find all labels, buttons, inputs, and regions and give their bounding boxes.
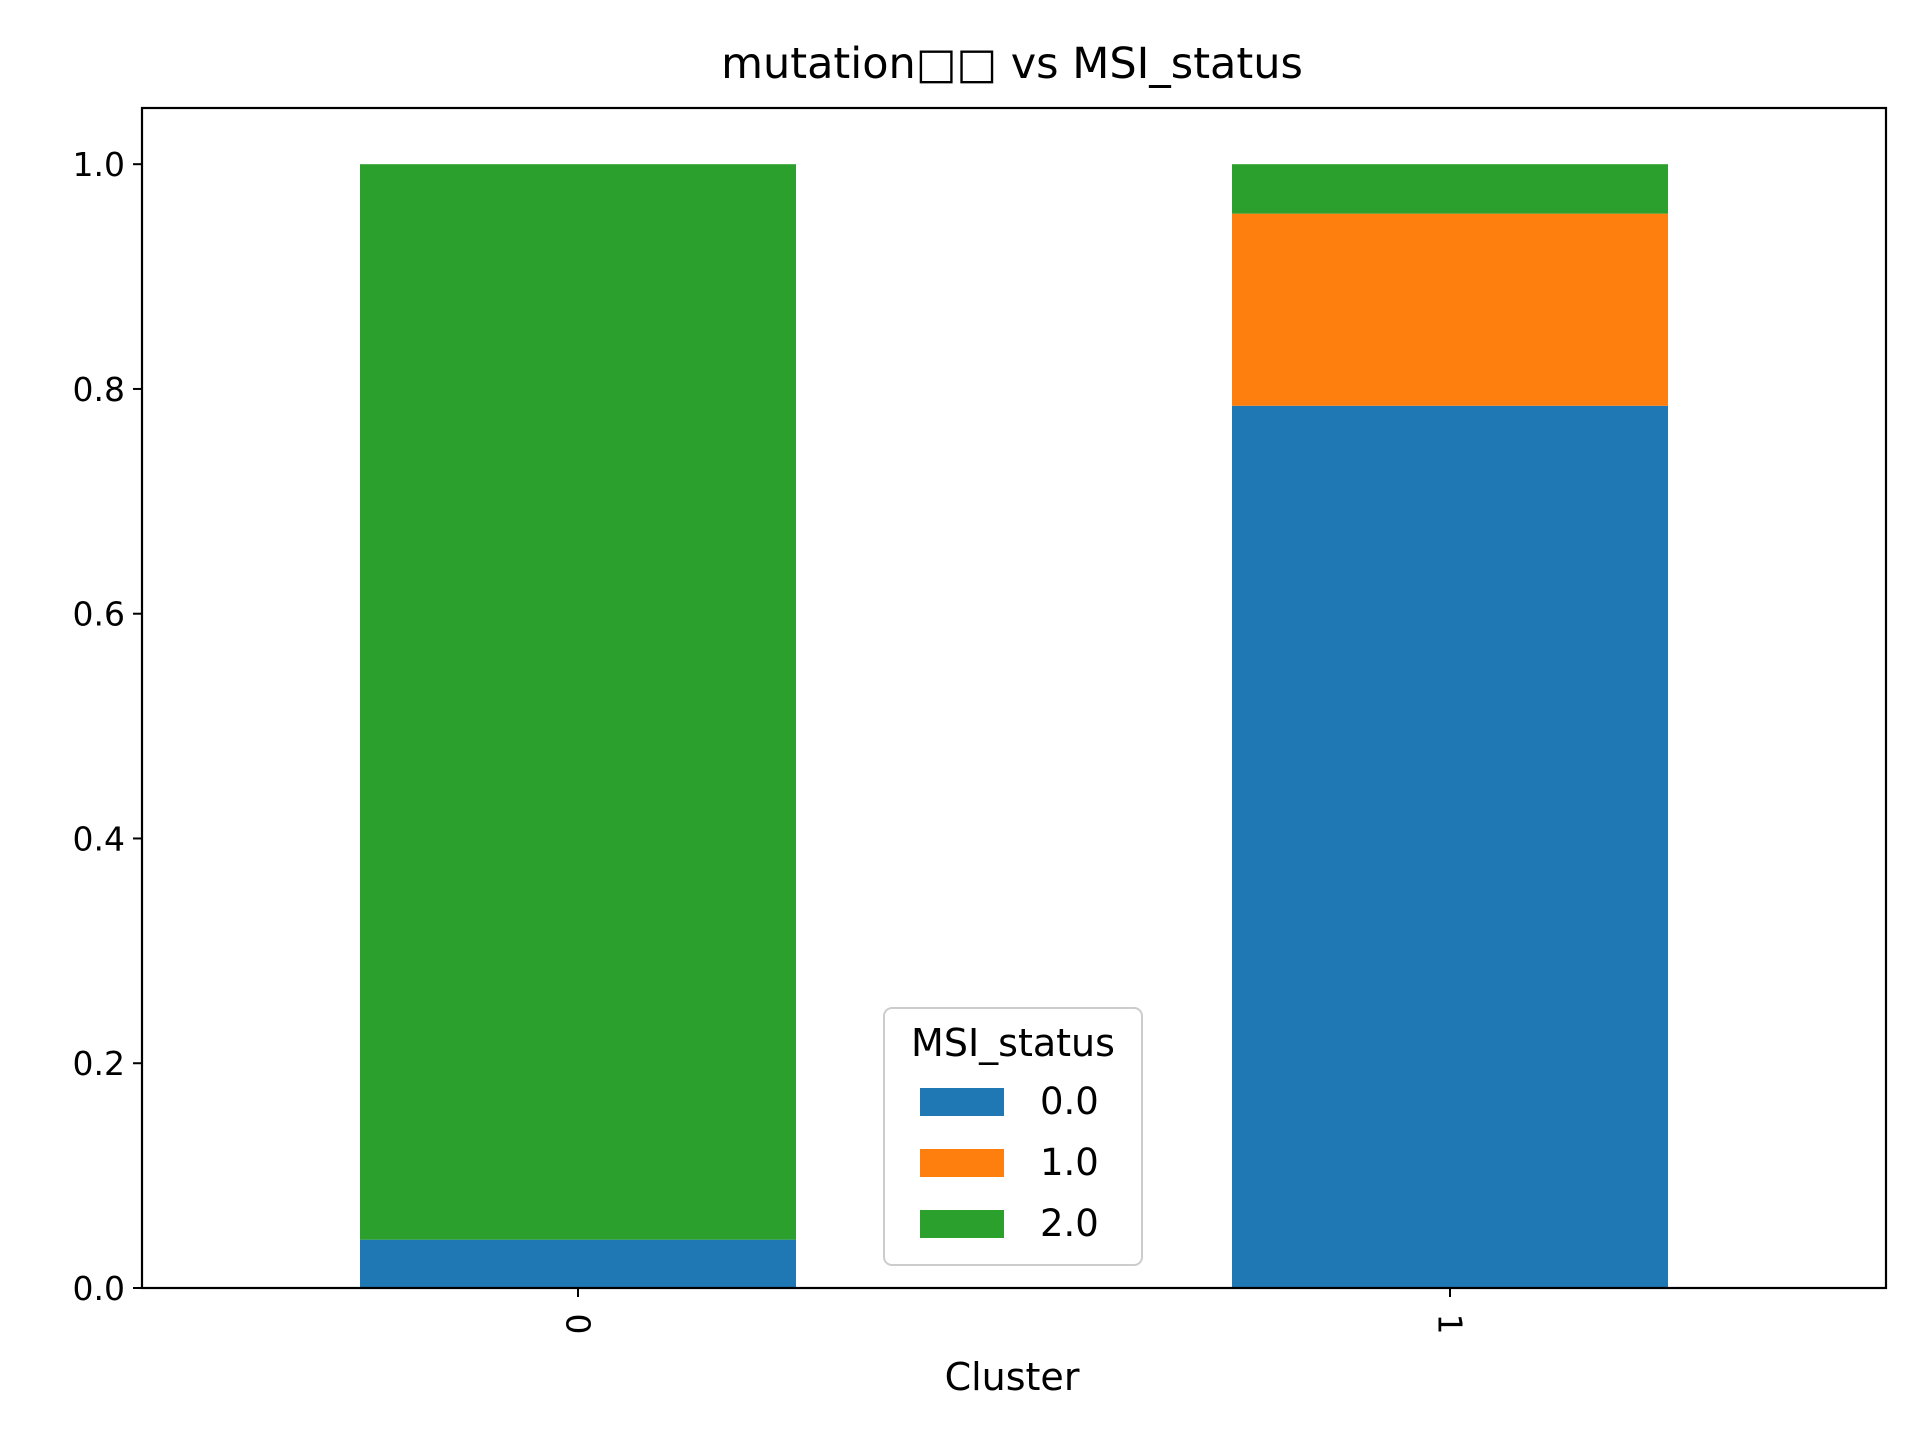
legend-label-2: 2.0 xyxy=(1040,1202,1099,1245)
chart-title: mutation□□ vs MSI_status xyxy=(721,39,1303,89)
x-tick-label: 1 xyxy=(1431,1314,1470,1335)
bar-segment-cluster-0-series-0 xyxy=(360,1239,796,1288)
bar-segment-cluster-0-series-2 xyxy=(360,164,796,1240)
bar-segment-cluster-1-series-2 xyxy=(1232,164,1668,214)
legend-label-1: 1.0 xyxy=(1040,1141,1099,1184)
bar-segment-cluster-1-series-0 xyxy=(1232,405,1668,1288)
y-tick-label: 0.4 xyxy=(73,819,125,858)
y-axis: 0.0 0.2 0.4 0.6 0.8 1.0 xyxy=(73,145,142,1308)
legend-label-0: 0.0 xyxy=(1040,1080,1099,1123)
bar-segment-cluster-1-series-1 xyxy=(1232,213,1668,406)
y-tick-label: 0.0 xyxy=(73,1269,125,1308)
y-tick-label: 0.8 xyxy=(73,370,125,409)
legend: MSI_status 0.0 1.0 2.0 xyxy=(883,1007,1143,1266)
legend-entries: 0.0 1.0 2.0 xyxy=(920,1080,1099,1245)
y-tick-label: 0.2 xyxy=(73,1044,125,1083)
plot-frame xyxy=(140,106,1888,1290)
bars-layer xyxy=(360,164,1668,1288)
legend-swatch-0 xyxy=(920,1088,1004,1116)
y-tick-label: 1.0 xyxy=(73,145,125,184)
x-tick-label: 0 xyxy=(559,1314,598,1335)
y-tick-label: 0.6 xyxy=(73,595,125,634)
legend-title: MSI_status xyxy=(911,1021,1115,1065)
legend-box xyxy=(883,1007,1143,1266)
legend-swatch-2 xyxy=(920,1210,1004,1238)
legend-swatch-1 xyxy=(920,1149,1004,1177)
x-axis-label: Cluster xyxy=(945,1355,1080,1399)
